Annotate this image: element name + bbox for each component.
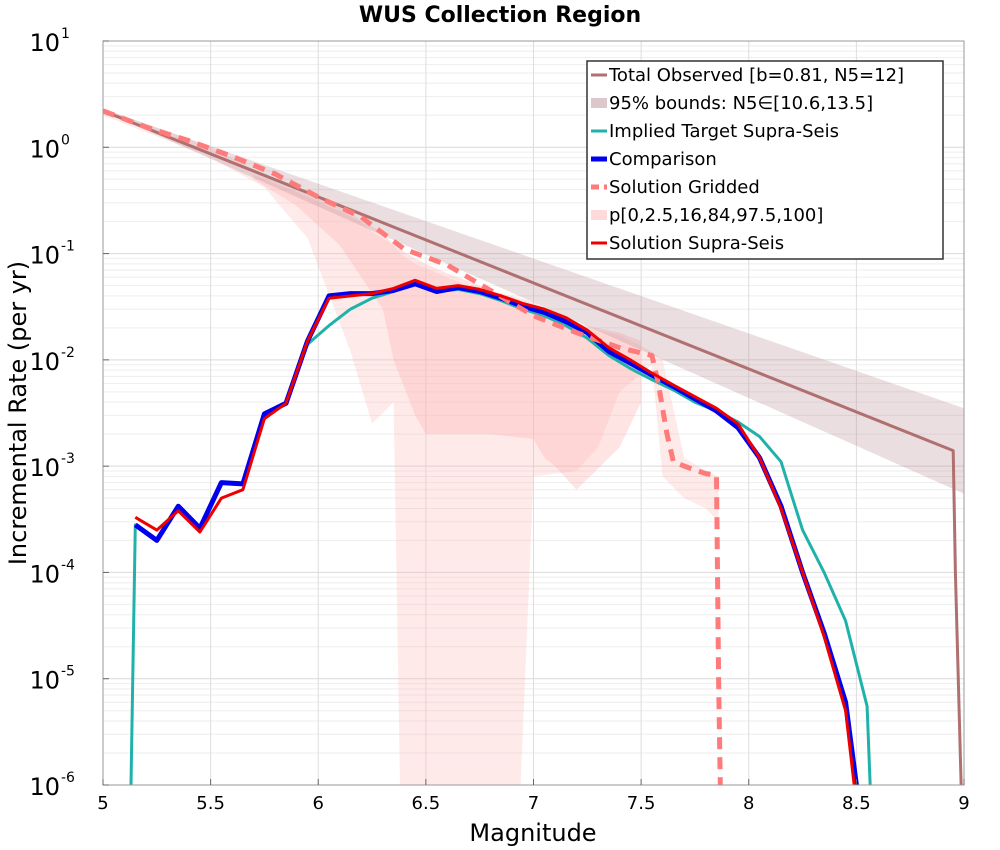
x-tick-label: 6.5	[412, 793, 441, 814]
legend-box	[586, 60, 944, 260]
x-tick-label: 5	[97, 793, 108, 814]
series-line-solution-gridded	[103, 108, 723, 785]
total-observed-95-band	[103, 108, 964, 494]
series-lines	[103, 108, 963, 785]
series-line-solution-supra-seis	[134, 278, 856, 785]
chart-title: WUS Collection Region	[359, 3, 641, 28]
x-tick-label: 8.5	[842, 793, 871, 814]
legend-label: Solution Supra-Seis	[609, 233, 784, 254]
y-tick-label: 10	[29, 560, 60, 588]
y-tick-exponent: 0	[61, 132, 70, 148]
y-tick-exponent: -2	[61, 345, 75, 361]
x-ticks: 5 5.5 6 6.5 7 7.5 8 8.5 9	[97, 779, 970, 814]
y-tick-label: 10	[29, 29, 60, 57]
y-tick-label: 10	[29, 135, 60, 163]
legend-label: Comparison	[609, 149, 717, 170]
y-tick-exponent: -4	[61, 557, 75, 573]
x-tick-label: 5.5	[196, 793, 225, 814]
series-line-total-observed-b-0-81-n5-12	[103, 109, 963, 785]
x-tick-label: 9	[958, 793, 969, 814]
legend: Total Observed [b=0.81, N5=12] 95% bounds…	[586, 60, 944, 260]
gridded-percentile-band	[253, 174, 642, 490]
y-tick-label: 10	[29, 454, 60, 482]
y-tick-exponent: -5	[61, 664, 75, 680]
x-axis-label: Magnitude	[469, 819, 596, 847]
y-tick-label: 10	[29, 773, 60, 801]
legend-label: Solution Gridded	[609, 177, 760, 198]
y-tick-exponent: -3	[61, 451, 75, 467]
x-tick-label: 7	[528, 793, 539, 814]
y-tick-exponent: -6	[61, 770, 75, 786]
y-axis-label: Incremental Rate (per yr)	[4, 261, 32, 565]
x-tick-label: 7.5	[627, 793, 656, 814]
y-tick-label: 10	[29, 667, 60, 695]
gridded-percentile-band	[103, 108, 719, 785]
legend-label: 95% bounds: N5∈[10.6,13.5]	[609, 93, 873, 114]
x-tick-label: 8	[743, 793, 754, 814]
bands	[103, 108, 964, 785]
y-tick-exponent: -1	[61, 239, 75, 255]
legend-swatch	[591, 210, 607, 220]
legend-swatch	[591, 98, 607, 108]
y-tick-label: 10	[29, 348, 60, 376]
y-tick-label: 10	[29, 242, 60, 270]
x-tick-label: 6	[313, 793, 324, 814]
y-tick-exponent: 1	[61, 26, 70, 42]
legend-label: Total Observed [b=0.81, N5=12]	[608, 65, 904, 86]
legend-label: p[0,2.5,16,84,97.5,100]	[609, 205, 823, 226]
legend-label: Implied Target Supra-Seis	[609, 121, 839, 142]
